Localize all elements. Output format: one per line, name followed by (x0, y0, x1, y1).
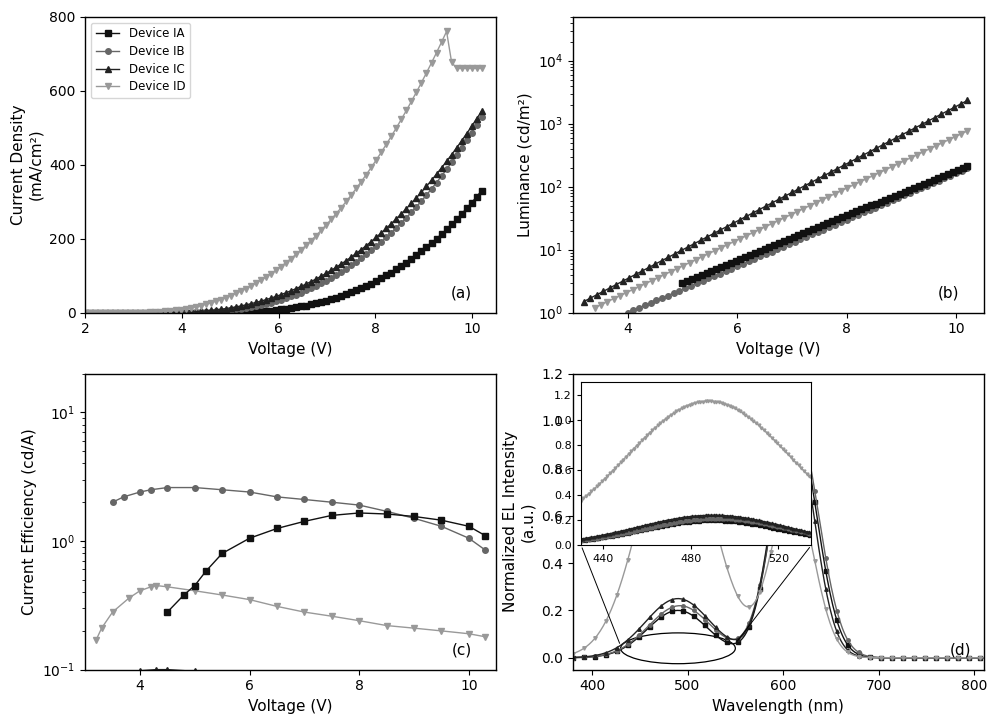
X-axis label: Voltage (V): Voltage (V) (248, 699, 333, 714)
Y-axis label: Current Density
(mA/cm²): Current Density (mA/cm²) (11, 104, 44, 225)
Device ID (441, 27, 453, 36)
Device ID (350, 184, 362, 193)
Text: (a): (a) (450, 286, 472, 301)
Device ID (255, 276, 267, 284)
Device IB (315, 279, 327, 288)
Device IA (255, 307, 267, 315)
Line: Device IB: Device IB (82, 114, 484, 315)
Line: Device IA: Device IA (82, 188, 484, 315)
Device IB (320, 276, 332, 285)
Device IB (255, 301, 267, 310)
Device ID (79, 308, 91, 317)
X-axis label: Voltage (V): Voltage (V) (736, 342, 821, 357)
Device IB (431, 178, 443, 187)
X-axis label: Voltage (V): Voltage (V) (248, 342, 333, 357)
Device IB (350, 257, 362, 266)
Device IC (320, 269, 332, 278)
Y-axis label: Luminance (cd/m²): Luminance (cd/m²) (517, 92, 532, 237)
Device IA (335, 291, 347, 300)
Device IB (335, 268, 347, 276)
Device IC (255, 297, 267, 305)
Device IA (79, 308, 91, 317)
Device IC (350, 249, 362, 258)
Text: (c): (c) (451, 643, 472, 658)
X-axis label: Wavelength (nm): Wavelength (nm) (712, 699, 844, 714)
Device ID (315, 226, 327, 235)
Device IB (79, 308, 91, 317)
Device IC (335, 260, 347, 268)
Device ID (431, 49, 443, 57)
Device ID (476, 64, 488, 72)
Text: (b): (b) (938, 286, 959, 301)
Text: (d): (d) (950, 643, 972, 658)
Device IC (431, 170, 443, 178)
Device IB (476, 112, 488, 121)
Line: Device IC: Device IC (82, 108, 484, 315)
Device IA (476, 186, 488, 195)
Legend: Device IA, Device IB, Device IC, Device ID: Device IA, Device IB, Device IC, Device … (91, 22, 190, 98)
Device IA (350, 286, 362, 295)
Device IC (476, 107, 488, 115)
Device IA (431, 234, 443, 243)
Device ID (320, 220, 332, 229)
Device IA (320, 297, 332, 305)
Y-axis label: Current Efficiency (cd/A): Current Efficiency (cd/A) (22, 428, 37, 615)
Device IC (79, 308, 91, 317)
Device IC (315, 272, 327, 281)
Y-axis label: Normalized EL Intensity
(a.u.): Normalized EL Intensity (a.u.) (503, 431, 536, 612)
Device IA (315, 298, 327, 307)
Line: Device ID: Device ID (82, 28, 484, 315)
Device ID (335, 203, 347, 212)
